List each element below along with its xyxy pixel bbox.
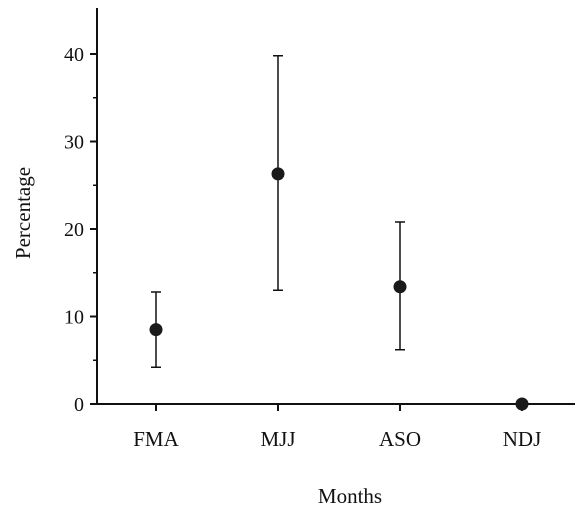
y-ticks: 0 10 20 30 40 <box>64 44 97 416</box>
data-point <box>393 280 407 294</box>
data-point <box>515 397 529 411</box>
x-tick-label: NDJ <box>503 427 542 451</box>
x-tick-label: FMA <box>133 427 179 451</box>
data-point <box>271 167 285 181</box>
y-axis-label: Percentage <box>11 167 35 259</box>
y-minor-ticks <box>93 97 97 361</box>
x-ticks: FMA MJJ ASO NDJ <box>133 404 541 451</box>
x-tick-label: ASO <box>379 427 421 451</box>
y-tick-label: 0 <box>74 394 84 416</box>
x-axis-label: Months <box>318 484 382 508</box>
plot-area: 0 10 20 30 40 FMA MJJ ASO NDJ <box>64 8 575 451</box>
x-tick-label: MJJ <box>260 427 295 451</box>
y-tick-label: 10 <box>64 307 84 329</box>
y-tick-label: 40 <box>64 44 84 66</box>
y-tick-label: 30 <box>64 132 84 154</box>
error-bars <box>151 55 405 368</box>
y-tick-label: 20 <box>64 219 84 241</box>
data-point <box>149 323 163 337</box>
data-points <box>149 167 529 411</box>
